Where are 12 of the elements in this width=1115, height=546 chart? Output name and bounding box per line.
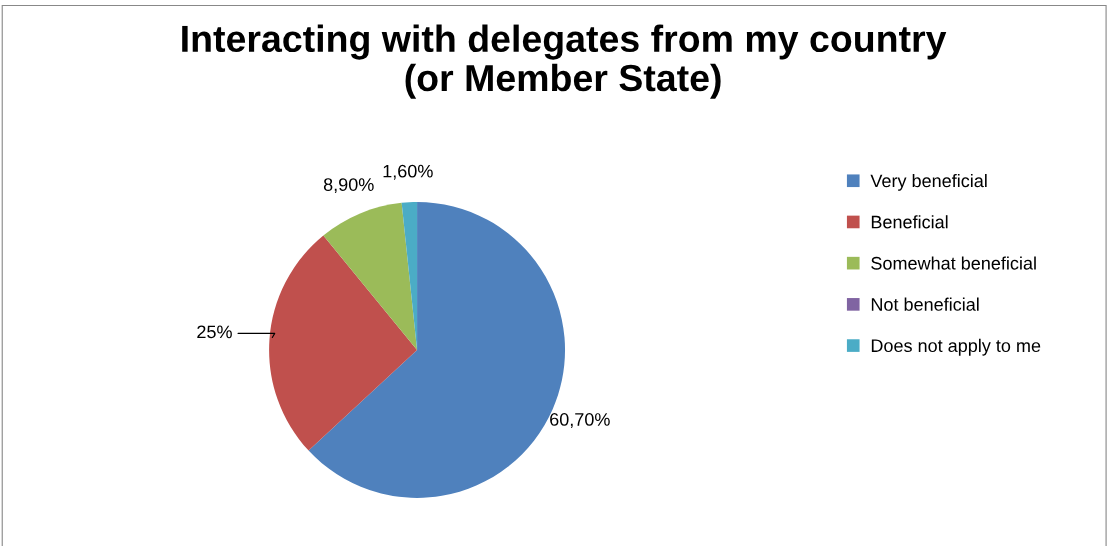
legend-label: Does not apply to me	[871, 338, 1041, 356]
legend-label: Beneficial	[871, 215, 948, 229]
data-label: 25%	[197, 325, 232, 339]
data-label: 60,70%	[550, 413, 610, 428]
pie-slice	[323, 202, 418, 350]
legend-label: Somewhat beneficial	[871, 256, 1036, 270]
data-label: 1,60%	[383, 164, 433, 180]
chart-title: Interacting with delegates from my country (or Member State)	[182, 24, 947, 99]
legend-label: Very beneficial	[870, 173, 987, 191]
data-label: 8,90%	[323, 178, 374, 194]
pie-slice	[269, 235, 418, 451]
legend-label: Not beneficial	[871, 297, 979, 311]
